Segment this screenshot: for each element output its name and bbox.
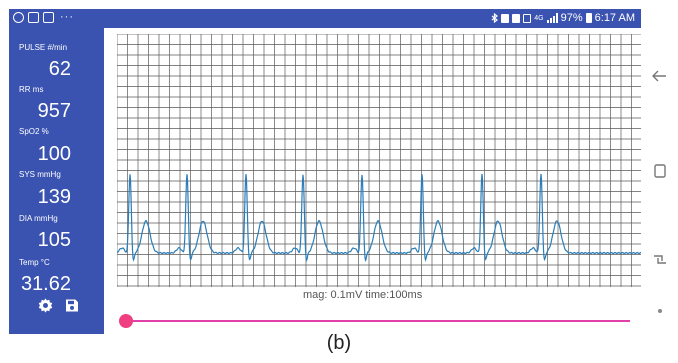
network-type: 4G: [534, 15, 543, 22]
photo-icon: [523, 14, 531, 23]
ecg-graph: [117, 34, 642, 287]
battery-percent: 97%: [561, 12, 583, 24]
back-icon[interactable]: [649, 65, 671, 87]
rr-label: RR ms: [19, 85, 43, 94]
slider-thumb[interactable]: [119, 314, 133, 328]
slider-track[interactable]: [127, 320, 630, 322]
vitals-sidebar: PULSE #/min 62 RR ms 957 SpO2 % 100 SYS …: [9, 28, 104, 334]
spo2-label: SpO2 %: [19, 127, 49, 136]
recents-icon[interactable]: [649, 160, 671, 182]
sync-icon: [501, 14, 509, 23]
notification-icons: ···: [13, 11, 74, 23]
pulse-value: 62: [49, 58, 71, 81]
whatsapp-icon: [13, 12, 24, 23]
temp-label: Temp °C: [19, 258, 50, 267]
spo2-value: 100: [38, 143, 71, 166]
mail-icon: [43, 12, 54, 23]
pulse-label: PULSE #/min: [19, 43, 67, 52]
dia-value: 105: [38, 229, 71, 252]
signal-icon: [547, 13, 558, 23]
temp-value: 31.62: [21, 273, 71, 296]
status-bar: ··· 4G 97% 6:17 AM: [9, 9, 641, 28]
gallery-icon: [28, 12, 39, 23]
ecg-grid-major: [117, 34, 642, 287]
dia-label: DIA mmHg: [19, 214, 58, 223]
sys-label: SYS mmHg: [19, 170, 61, 179]
android-nav-bar: [641, 9, 678, 334]
scale-label: mag: 0.1mV time:100ms: [303, 289, 422, 301]
timeline-slider[interactable]: [117, 311, 642, 331]
battery-icon: [586, 13, 592, 23]
switch-icon[interactable]: [649, 249, 671, 271]
clock: 6:17 AM: [595, 12, 635, 24]
nfc-icon: [512, 14, 520, 23]
more-notifications-icon: ···: [60, 11, 74, 23]
system-icons: 4G 97% 6:17 AM: [491, 12, 635, 24]
bluetooth-icon: [491, 13, 498, 23]
sys-value: 139: [38, 186, 71, 209]
figure-caption: (b): [0, 332, 678, 355]
save-icon[interactable]: [64, 297, 80, 314]
gear-icon[interactable]: [37, 297, 54, 314]
dot-icon[interactable]: [649, 300, 671, 322]
rr-value: 957: [38, 100, 71, 123]
